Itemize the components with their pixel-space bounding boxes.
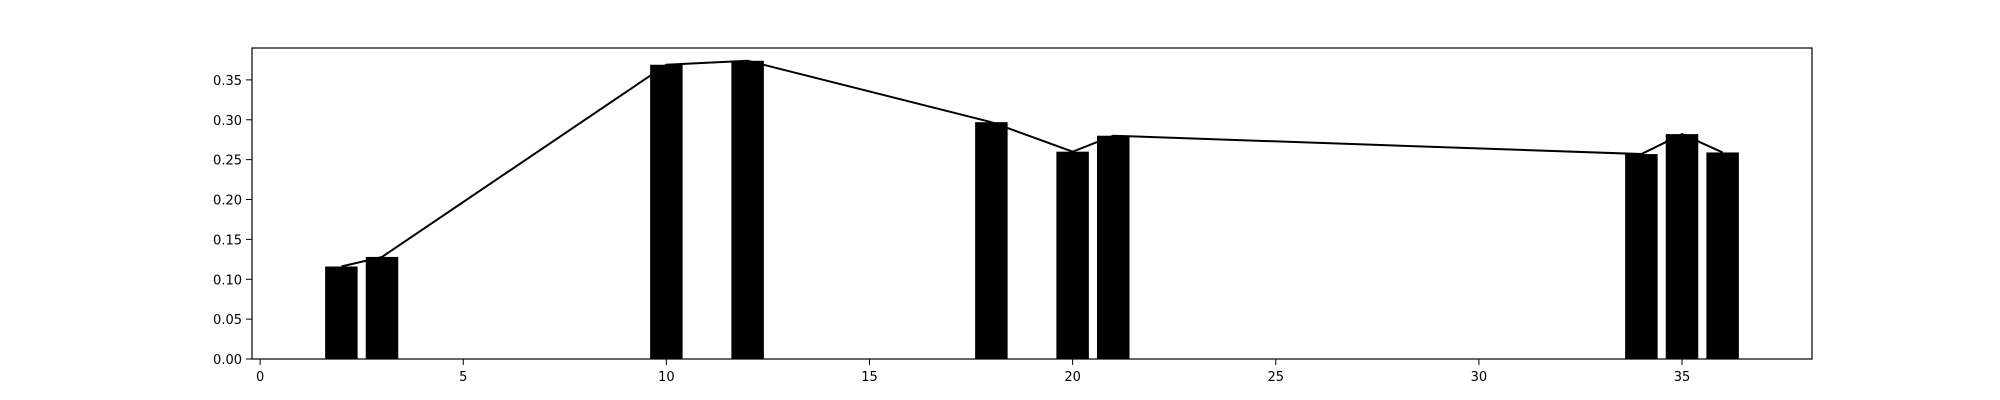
bar-x-35 [1665, 134, 1699, 359]
x-tick-label: 20 [1064, 370, 1081, 385]
x-tick-label: 35 [1674, 370, 1691, 385]
y-tick-label: 0.25 [213, 154, 242, 169]
x-tick-label: 10 [658, 370, 675, 385]
x-axis: 0 5 10 15 20 25 30 35 [256, 359, 1690, 385]
bar-x-18 [975, 122, 1008, 360]
bar-x-21 [1097, 135, 1130, 359]
y-tick-label: 0.05 [213, 313, 242, 328]
plot-frame [251, 47, 1813, 360]
y-tick-label: 0.35 [213, 74, 242, 89]
y-tick-label: 0.15 [213, 233, 242, 248]
bar-x-20 [1056, 151, 1089, 359]
bar-x-36 [1706, 152, 1739, 359]
y-axis: 0.00 0.05 0.10 0.15 0.20 0.25 0.30 0.35 [213, 74, 252, 368]
bar-x-10 [650, 64, 683, 359]
bar-x-3 [365, 256, 399, 359]
y-tick-label: 0.20 [213, 194, 242, 209]
series-line [341, 59, 1724, 268]
y-tick-label: 0.00 [213, 353, 242, 368]
bar-x-34 [1625, 154, 1658, 359]
x-tick-label: 30 [1471, 370, 1488, 385]
x-tick-label: 25 [1267, 370, 1284, 385]
y-tick-label: 0.30 [213, 114, 242, 129]
y-tick-label: 0.10 [213, 273, 242, 288]
x-tick-label: 15 [861, 370, 878, 385]
x-tick-label: 5 [459, 370, 467, 385]
x-tick-label: 0 [256, 370, 264, 385]
bar-x-12 [731, 60, 764, 360]
bar-x-2 [325, 266, 358, 359]
bars-layer [325, 60, 1739, 360]
